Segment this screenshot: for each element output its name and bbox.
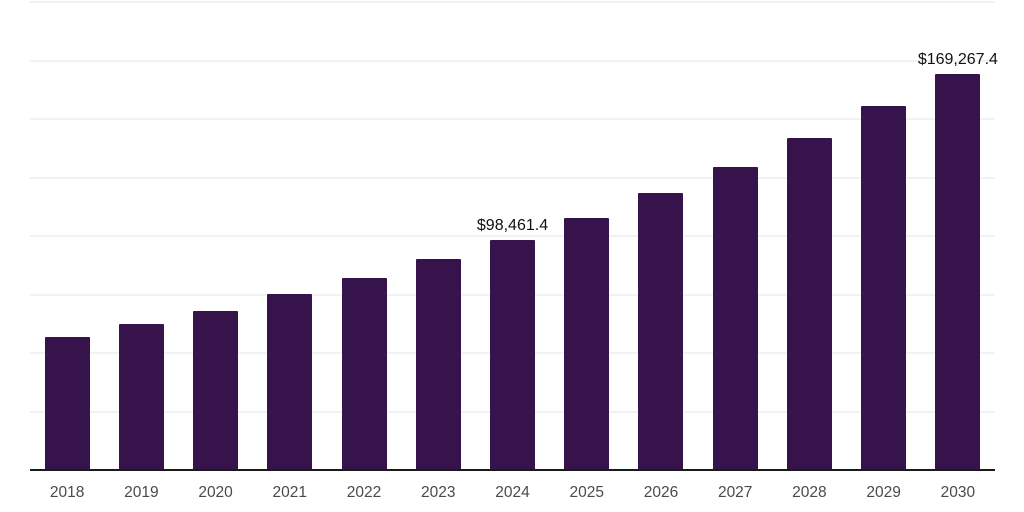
plot-area: $98,461.4 $169,267.4 [30,1,998,471]
bar-2025[interactable] [564,217,610,470]
x-tick-2024: 2024 [495,484,530,501]
bar-2020[interactable] [193,311,239,470]
bar-2026[interactable] [638,192,684,470]
x-tick-2022: 2022 [346,484,382,501]
x-tick-2029: 2029 [866,484,901,501]
bar-2018[interactable] [44,337,90,470]
data-label-2024: $98,461.4 [476,216,549,234]
bar-2028[interactable] [786,137,832,470]
gridline [30,176,995,179]
x-tick-2021: 2021 [272,484,308,501]
bar-2022[interactable] [341,278,387,470]
x-tick-2019: 2019 [124,484,159,501]
bar-2023[interactable] [415,258,461,470]
x-tick-2028: 2028 [792,484,827,501]
bar-2029[interactable] [861,106,907,470]
bar-2030[interactable] [935,73,981,470]
x-axis-labels: 2018 2019 2020 2021 2022 2023 2024 2025 2026 2027… [30,484,995,504]
x-tick-2027: 2027 [717,484,753,501]
gridline [30,235,995,237]
gridline [30,1,995,3]
x-tick-2018: 2018 [49,484,85,501]
x-tick-2025: 2025 [569,484,604,501]
gridline [30,118,995,120]
x-tick-2023: 2023 [421,484,456,501]
x-tick-2026: 2026 [643,484,679,501]
bar-2027[interactable] [712,166,758,470]
gridline [30,59,995,62]
bar-2021[interactable] [267,294,313,470]
bar-2019[interactable] [118,323,164,470]
data-label-2030: $169,267.4 [917,50,998,68]
bar-2024[interactable] [490,239,535,470]
x-tick-2030: 2030 [940,484,976,501]
x-tick-2020: 2020 [198,484,233,501]
x-axis-line [30,469,995,471]
